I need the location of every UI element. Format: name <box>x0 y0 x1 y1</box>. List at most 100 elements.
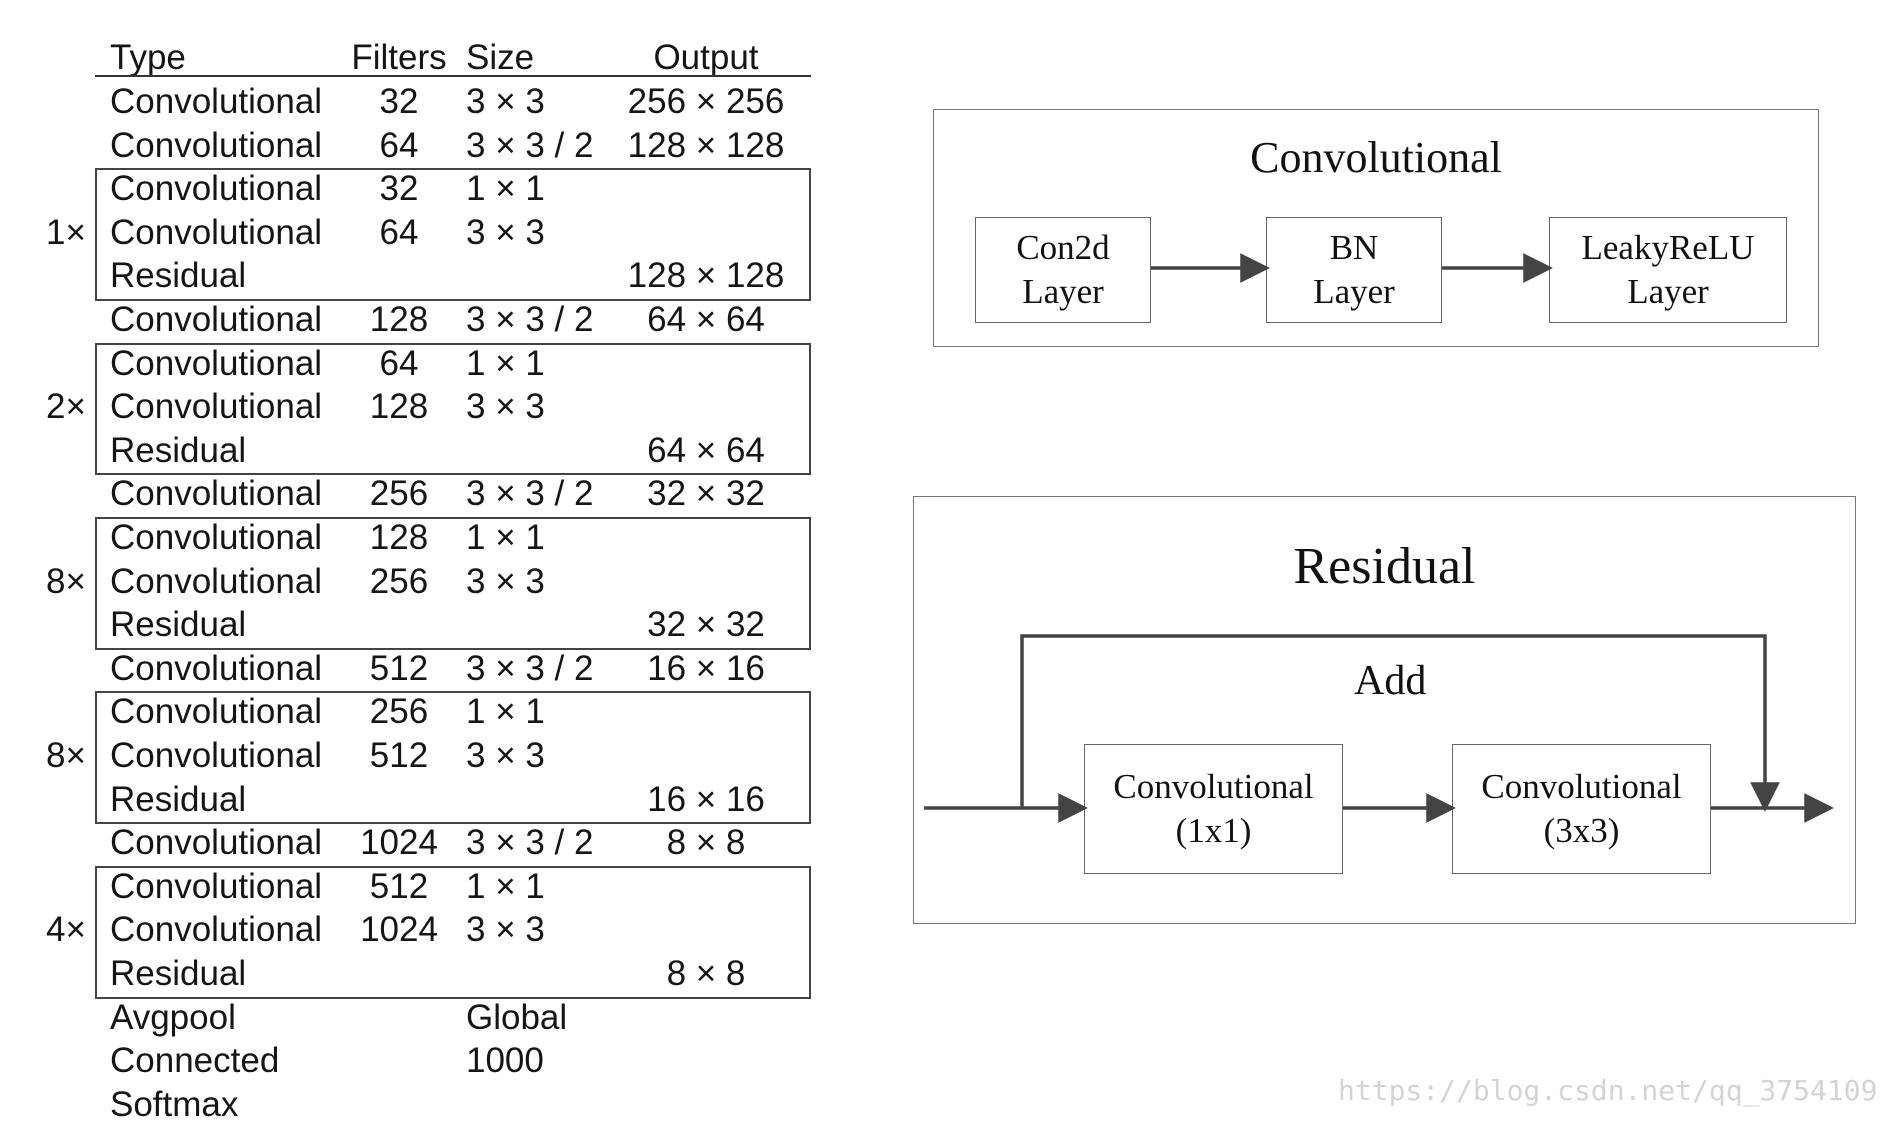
header-output: Output <box>653 38 759 77</box>
cell-type: Residual <box>110 430 247 470</box>
bn-layer-node: BN Layer <box>1266 217 1442 323</box>
leakyrelu-layer-node: LeakyReLU Layer <box>1549 217 1787 323</box>
node-label-line1: Convolutional <box>1481 767 1682 806</box>
conv-1x1-node: Convolutional (1x1) <box>1084 744 1343 874</box>
cell-size: 1 × 1 <box>466 343 545 383</box>
cell-output: 16 × 16 <box>647 779 765 819</box>
node-label-line1: BN <box>1329 228 1379 267</box>
convolutional-block-panel: Convolutional <box>933 109 1819 347</box>
cell-output: 256 × 256 <box>627 82 785 121</box>
cell-size: 3 × 3 <box>466 561 545 601</box>
residual-group-box <box>95 342 811 476</box>
cell-size: 3 × 3 / 2 <box>466 474 594 514</box>
cell-type: Convolutional <box>110 474 323 514</box>
node-label-line2: (3x3) <box>1543 811 1620 850</box>
cell-type: Convolutional <box>110 343 323 383</box>
node-label-line2: (1x1) <box>1175 811 1252 850</box>
cell-size: 1 × 1 <box>466 692 545 732</box>
cell-filters: 1024 <box>360 823 438 863</box>
residual-block-title: Residual <box>1293 538 1476 595</box>
cell-type: Convolutional <box>110 692 323 732</box>
convolutional-block-title: Convolutional <box>1250 133 1502 182</box>
cell-type: Residual <box>110 605 247 645</box>
cell-type: Convolutional <box>110 300 323 339</box>
cell-filters: 256 <box>369 561 429 601</box>
cell-filters: 128 <box>369 387 429 427</box>
header-type: Type <box>110 38 186 77</box>
node-label-line1: Convolutional <box>1113 767 1314 806</box>
con2d-layer-node: Con2d Layer <box>975 217 1151 323</box>
repeat-multiplier: 1× <box>46 212 86 252</box>
cell-type: Convolutional <box>110 212 323 252</box>
residual-block-panel: Residual <box>913 496 1856 924</box>
cell-type: Residual <box>110 954 247 993</box>
cell-size: 3 × 3 <box>466 212 545 252</box>
cell-filters: 128 <box>369 300 429 339</box>
cell-output: 8 × 8 <box>666 954 746 993</box>
cell-type: Convolutional <box>110 736 323 775</box>
cell-size: 1 × 1 <box>466 169 545 209</box>
cell-size: Global <box>466 997 568 1037</box>
cell-type: Residual <box>110 256 247 296</box>
cell-output: 128 × 128 <box>627 256 785 296</box>
cell-type: Convolutional <box>110 169 323 209</box>
cell-output: 64 × 64 <box>647 430 765 470</box>
cell-output: 128 × 128 <box>627 125 785 165</box>
cell-size: 3 × 3 <box>466 387 545 427</box>
cell-type: Softmax <box>110 1084 239 1124</box>
cell-type: Convolutional <box>110 518 323 557</box>
cell-type: Convolutional <box>110 823 323 863</box>
cell-type: Avgpool <box>110 997 236 1037</box>
node-label-line2: Layer <box>1313 272 1395 311</box>
cell-type: Residual <box>110 779 247 819</box>
cell-type: Convolutional <box>110 387 323 427</box>
cell-output: 8 × 8 <box>666 823 746 863</box>
node-label-line1: Con2d <box>1016 228 1110 267</box>
cell-filters: 1024 <box>360 910 438 950</box>
cell-type: Convolutional <box>110 561 323 601</box>
cell-filters: 256 <box>369 692 429 732</box>
cell-output: 32 × 32 <box>647 605 765 645</box>
cell-size: 3 × 3 / 2 <box>466 125 594 165</box>
header-filters: Filters <box>351 38 447 77</box>
cell-type: Convolutional <box>110 648 323 688</box>
residual-group-box <box>95 865 811 999</box>
add-label: Add <box>1354 658 1427 704</box>
cell-filters: 512 <box>369 648 429 688</box>
cell-filters: 64 <box>379 343 419 383</box>
repeat-multiplier: 2× <box>46 387 86 427</box>
residual-group-box <box>95 168 811 301</box>
cell-type: Convolutional <box>110 82 323 121</box>
node-label-line2: Layer <box>1627 272 1709 311</box>
conv-3x3-node: Convolutional (3x3) <box>1452 744 1711 874</box>
cell-filters: 256 <box>369 474 429 514</box>
cell-size: 3 × 3 <box>466 736 545 775</box>
node-label-line2: Layer <box>1022 272 1104 311</box>
cell-size: 1 × 1 <box>466 518 545 557</box>
cell-size: 3 × 3 <box>466 910 545 950</box>
cell-size: 3 × 3 / 2 <box>466 300 594 339</box>
cell-filters: 512 <box>369 736 429 775</box>
header-size: Size <box>466 38 535 77</box>
repeat-multiplier: 4× <box>46 910 86 950</box>
cell-size: 1 × 1 <box>466 866 545 906</box>
watermark: https://blog.csdn.net/qq_3754109 <box>1338 1074 1878 1107</box>
cell-type: Convolutional <box>110 910 323 950</box>
cell-type: Connected <box>110 1041 280 1081</box>
residual-group-box <box>95 691 811 825</box>
cell-output: 16 × 16 <box>647 648 765 688</box>
repeat-multiplier: 8× <box>46 561 86 601</box>
cell-filters: 64 <box>379 212 419 252</box>
cell-filters: 64 <box>379 125 419 165</box>
cell-size: 3 × 3 / 2 <box>466 648 594 688</box>
cell-output: 64 × 64 <box>647 300 765 339</box>
cell-size: 3 × 3 / 2 <box>466 823 594 863</box>
cell-type: Convolutional <box>110 125 323 165</box>
cell-filters: 32 <box>379 169 419 209</box>
residual-group-box <box>95 517 811 650</box>
header-rule <box>95 75 811 77</box>
cell-filters: 32 <box>379 82 419 121</box>
architecture-table: Type Filters Size Output Convolutional 32… <box>0 0 830 1139</box>
cell-type: Convolutional <box>110 866 323 906</box>
cell-output: 32 × 32 <box>647 474 765 514</box>
